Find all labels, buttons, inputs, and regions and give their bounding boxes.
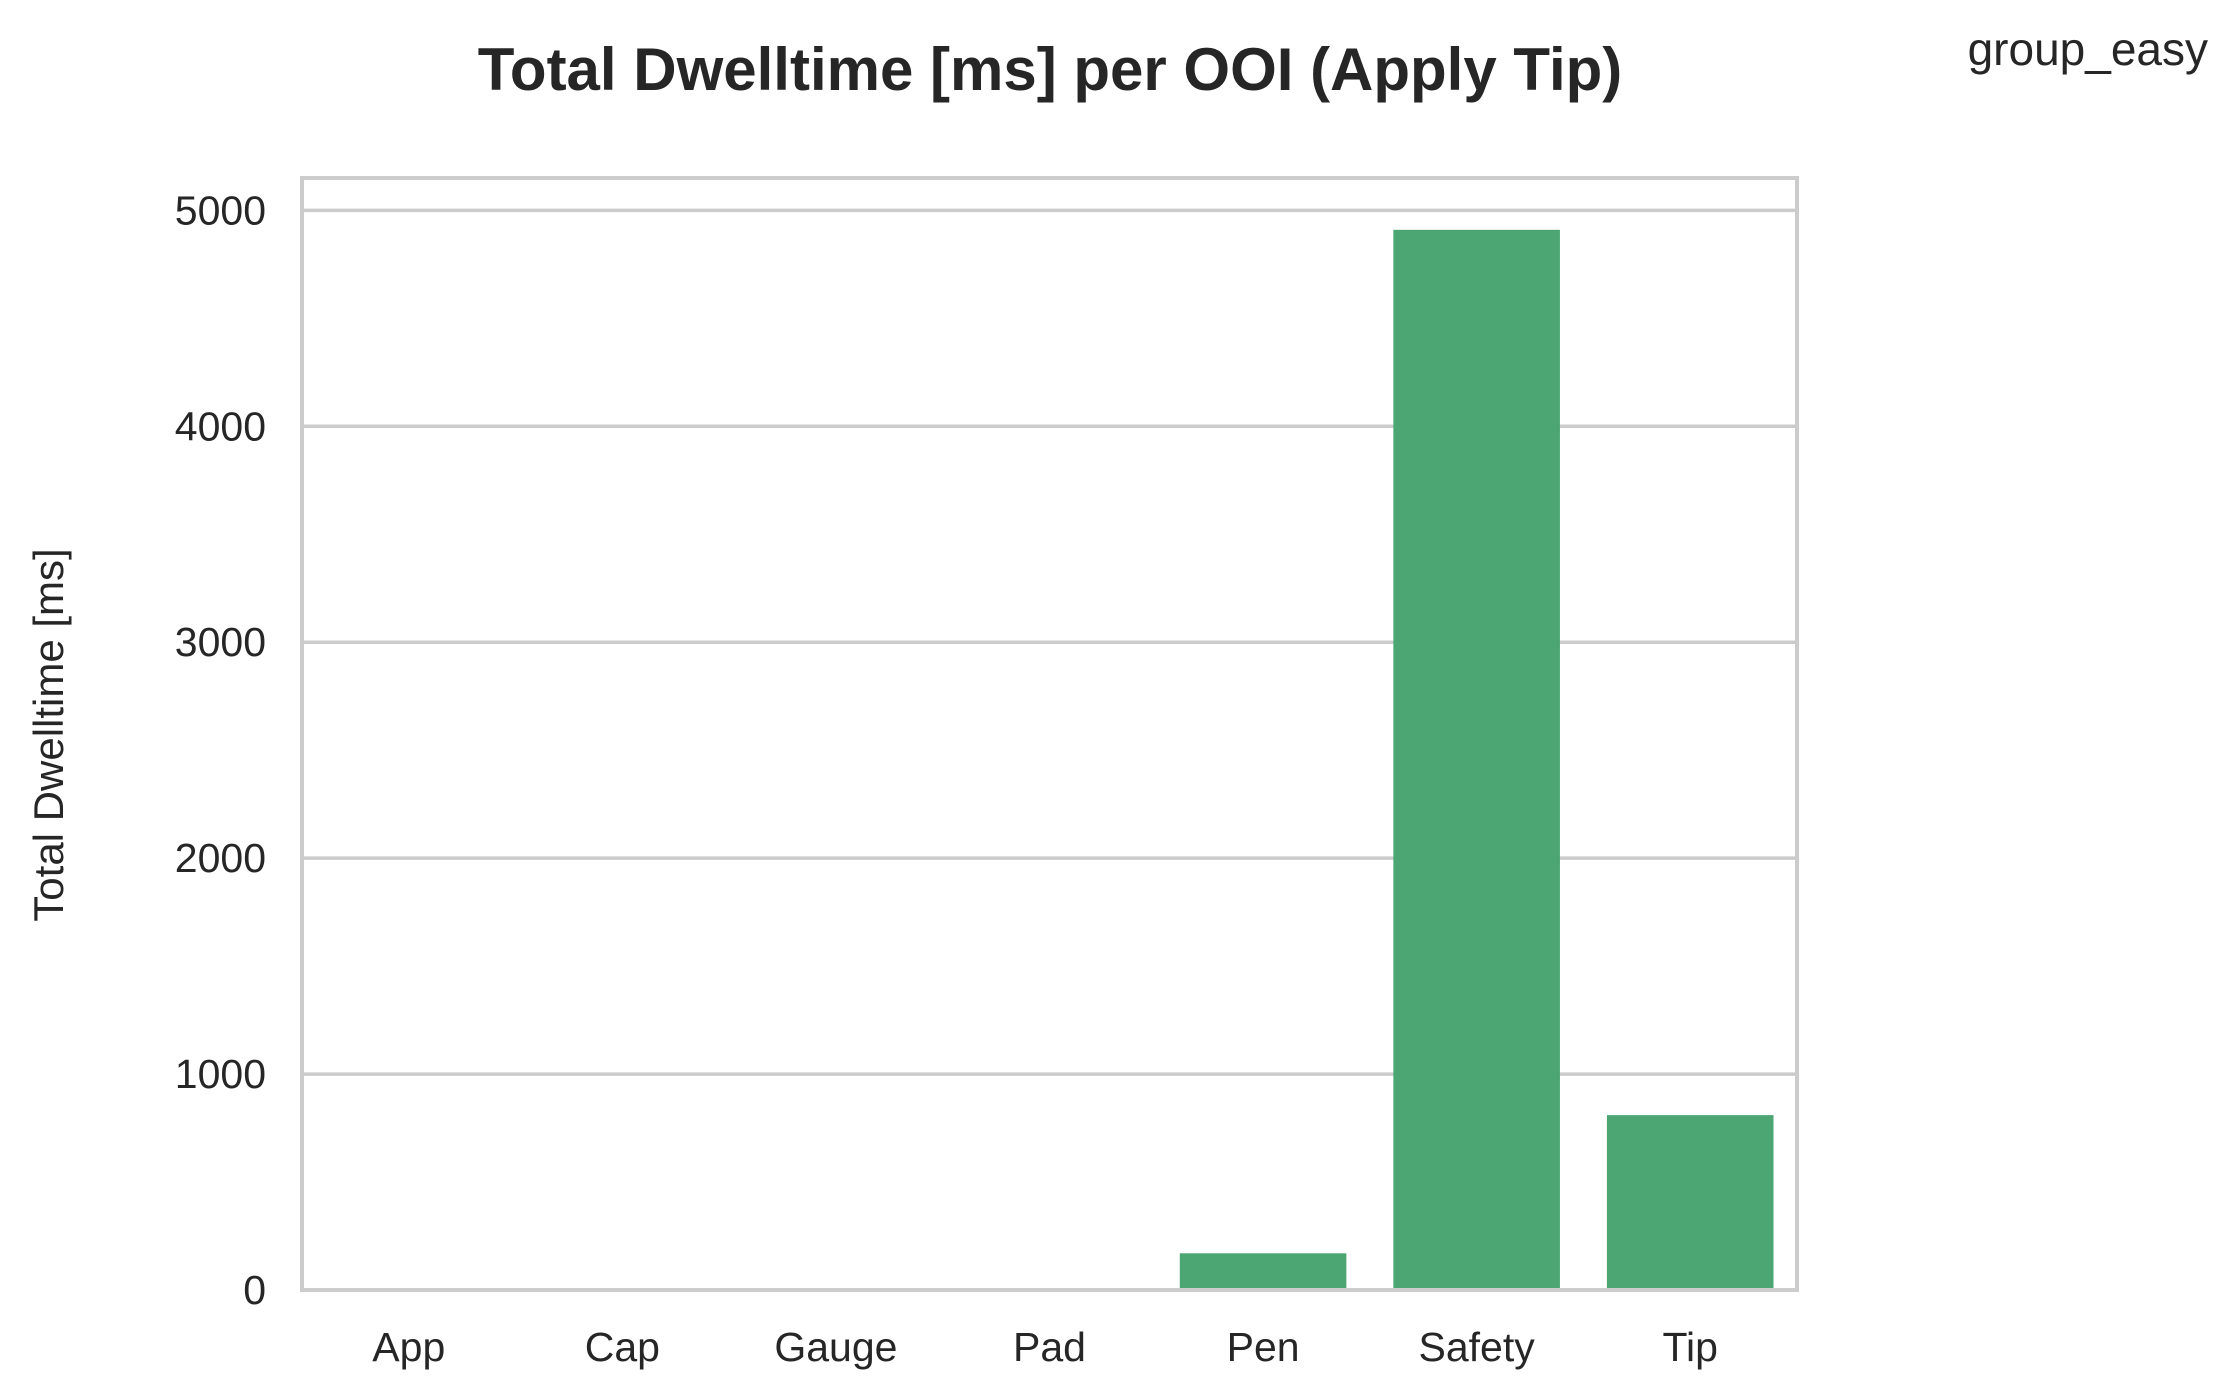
x-tick-label-app: App (372, 1324, 445, 1370)
y-tick-label: 4000 (175, 403, 266, 449)
bar-safety (1393, 229, 1560, 1290)
x-tick-labels: App Cap Gauge Pad Pen Safety Tip (372, 1324, 1718, 1370)
bars (1179, 229, 1774, 1290)
x-tick-label-pad: Pad (1013, 1324, 1086, 1370)
x-tick-label-safety: Safety (1419, 1324, 1536, 1370)
x-tick-label-tip: Tip (1662, 1324, 1717, 1370)
y-axis-label: Total Dwelltime [ms] (25, 548, 72, 921)
legend-title: group_easy (1968, 23, 2208, 75)
plot-frame (300, 176, 1799, 1292)
chart-title: Total Dwelltime [ms] per OOI (Apply Tip) (478, 36, 1623, 103)
bar-tip (1606, 1115, 1774, 1290)
y-tick-label: 0 (243, 1267, 266, 1313)
x-tick-label-pen: Pen (1227, 1324, 1300, 1370)
x-tick-label-gauge: Gauge (774, 1324, 897, 1370)
y-tick-labels: 0 1000 2000 3000 4000 5000 (175, 187, 266, 1313)
y-tick-label: 3000 (175, 619, 266, 665)
x-tick-label-cap: Cap (585, 1324, 660, 1370)
gridlines (302, 208, 1797, 1076)
y-tick-label: 5000 (175, 187, 266, 233)
bar-pen (1179, 1253, 1347, 1290)
y-tick-label: 1000 (175, 1051, 266, 1097)
y-tick-label: 2000 (175, 835, 266, 881)
